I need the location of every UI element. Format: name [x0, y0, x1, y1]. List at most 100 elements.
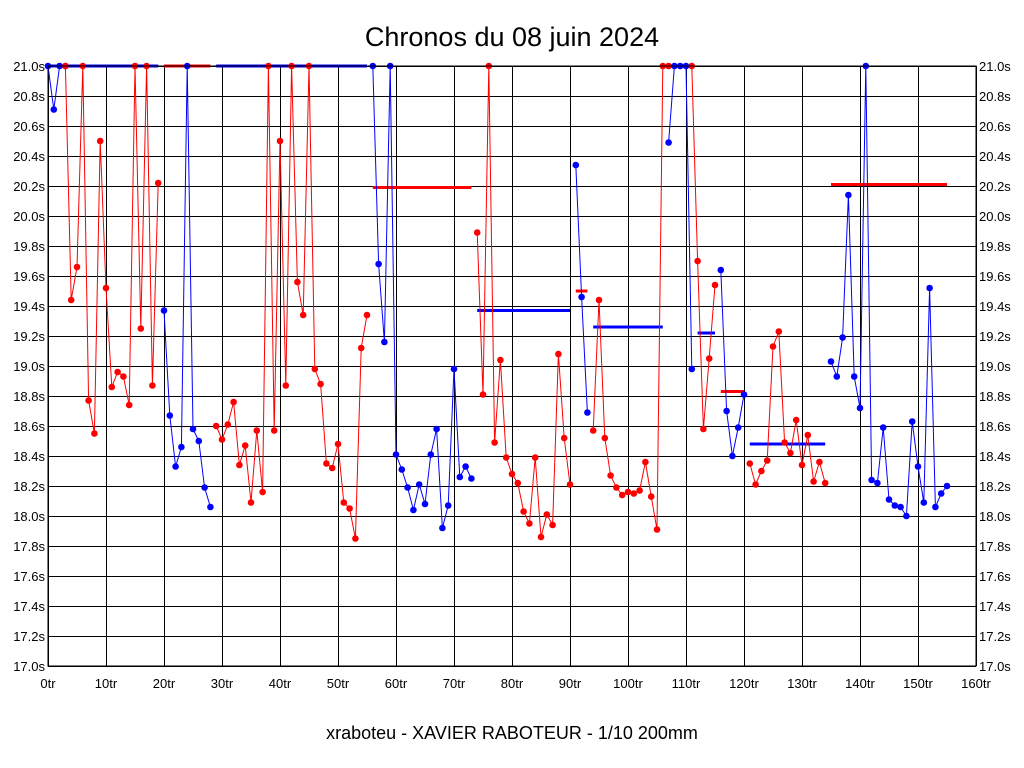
y-tick-label-right: 20.0s	[979, 209, 1011, 224]
data-point-red	[334, 440, 342, 448]
y-tick-label-right: 17.4s	[979, 599, 1011, 614]
data-point-red	[241, 442, 249, 449]
x-tick-label: 150tr	[903, 676, 933, 691]
data-point-red	[91, 430, 98, 437]
y-tick-label: 19.2s	[13, 329, 45, 344]
data-point-blue	[572, 161, 580, 169]
data-point-red	[746, 460, 754, 467]
y-tick-label-right: 18.6s	[979, 419, 1011, 434]
x-tick-label: 80tr	[501, 676, 524, 691]
data-point-red	[125, 401, 133, 409]
data-point-red	[821, 479, 829, 487]
data-point-blue	[178, 443, 185, 451]
data-point-red	[323, 460, 330, 467]
data-point-blue	[207, 503, 214, 511]
data-point-red	[294, 278, 301, 286]
y-tick-label: 18.4s	[13, 449, 45, 464]
data-point-blue	[166, 412, 174, 419]
data-point-red	[763, 457, 771, 464]
data-point-blue	[427, 451, 435, 458]
data-point-blue	[392, 451, 400, 458]
data-point-red	[270, 427, 278, 434]
data-point-blue	[937, 490, 945, 497]
data-point-red	[810, 478, 817, 485]
x-tick-label: 70tr	[443, 676, 466, 691]
y-tick-label-right: 21.0s	[979, 59, 1011, 74]
x-tick-label: 50tr	[327, 676, 350, 691]
y-tick-label: 19.0s	[13, 359, 45, 374]
data-point-red	[705, 355, 713, 362]
data-point-blue	[456, 473, 464, 481]
data-point-blue	[920, 499, 928, 506]
data-point-red	[149, 382, 156, 389]
data-point-red	[357, 344, 365, 352]
y-tick-label: 17.6s	[13, 569, 45, 584]
data-point-red	[653, 526, 661, 533]
data-point-red	[230, 398, 237, 406]
data-point-blue	[943, 482, 951, 490]
data-point-blue	[903, 512, 910, 520]
data-point-blue	[868, 476, 875, 484]
y-tick-label-right: 19.4s	[979, 299, 1011, 314]
data-point-red	[276, 137, 284, 145]
data-point-red	[595, 296, 603, 304]
y-tick-label-right: 19.0s	[979, 359, 1011, 374]
data-point-blue	[850, 373, 858, 380]
y-tick-label: 17.0s	[13, 659, 45, 674]
grid	[48, 66, 977, 667]
data-point-red	[85, 397, 92, 404]
y-tick-label: 19.4s	[13, 299, 45, 314]
x-tick-label: 160tr	[961, 676, 991, 691]
y-tick-label-right: 20.4s	[979, 149, 1011, 164]
data-point-blue	[688, 365, 696, 373]
data-point-red	[508, 470, 516, 478]
data-point-blue	[734, 424, 742, 431]
data-point-red	[259, 488, 266, 496]
data-point-blue	[195, 437, 203, 445]
y-tick-label-right: 20.6s	[979, 119, 1011, 134]
data-point-red	[787, 449, 794, 457]
y-tick-label: 20.6s	[13, 119, 45, 134]
y-tick-label-right: 17.6s	[979, 569, 1011, 584]
y-tick-label: 20.2s	[13, 179, 45, 194]
data-point-blue	[172, 463, 179, 470]
data-point-red	[299, 311, 307, 319]
data-point-red	[647, 493, 655, 500]
data-point-blue	[665, 139, 672, 146]
data-point-blue	[914, 463, 922, 470]
x-tick-label: 100tr	[613, 676, 643, 691]
data-point-red	[154, 179, 162, 187]
data-point-red	[247, 499, 255, 506]
data-point-blue	[717, 266, 725, 274]
data-point-blue	[740, 391, 748, 398]
data-point-red	[792, 416, 800, 424]
data-point-red	[340, 499, 348, 506]
data-point-red	[502, 454, 510, 461]
data-point-red	[212, 422, 220, 430]
data-point-blue	[879, 424, 887, 431]
data-point-red	[769, 343, 777, 350]
data-point-blue	[578, 293, 585, 301]
y-tick-label-right: 18.0s	[979, 509, 1011, 524]
data-point-blue	[584, 409, 591, 416]
y-tick-label: 18.8s	[13, 389, 45, 404]
data-point-red	[589, 427, 597, 434]
data-point-red	[497, 356, 504, 364]
data-point-blue	[908, 418, 916, 425]
data-point-blue	[845, 191, 852, 199]
data-point-red	[700, 425, 707, 433]
y-tick-label-right: 18.2s	[979, 479, 1011, 494]
y-tick-label-right: 19.8s	[979, 239, 1011, 254]
data-point-red	[67, 296, 75, 304]
y-tick-label-right: 18.8s	[979, 389, 1011, 404]
data-point-red	[758, 467, 765, 475]
data-point-blue	[415, 481, 423, 488]
data-point-red	[236, 461, 243, 469]
data-point-red	[520, 508, 527, 515]
data-point-blue	[421, 500, 429, 508]
data-point-blue	[410, 506, 417, 514]
y-tick-label: 20.4s	[13, 149, 45, 164]
data-point-red	[473, 229, 481, 236]
data-point-red	[282, 382, 290, 389]
